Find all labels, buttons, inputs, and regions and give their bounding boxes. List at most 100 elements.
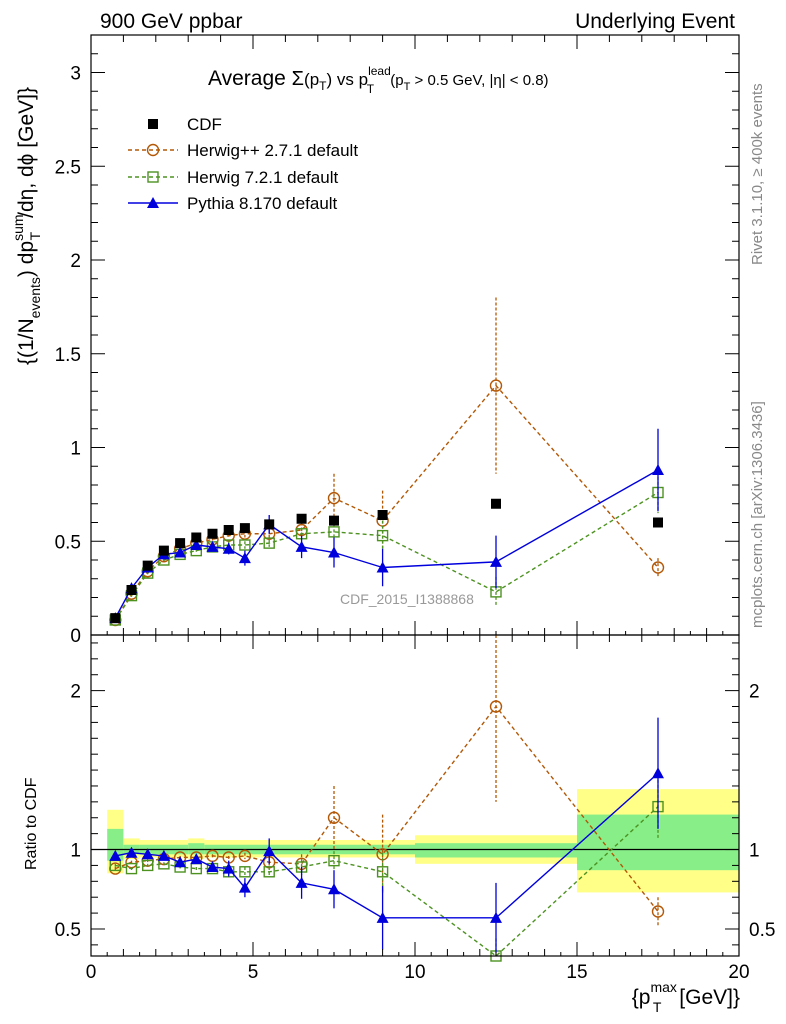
- ratio-point: [328, 883, 340, 895]
- ratio-panel: 0 5 10 15 200.5 0.51 12 2 Ratio to CDF: [23, 634, 775, 983]
- ratio-point: [295, 876, 308, 888]
- x-tick-label: 20: [728, 962, 749, 983]
- ratio-bands: [107, 789, 739, 893]
- series-0: [110, 498, 663, 624]
- x-tick-label: 5: [248, 962, 259, 983]
- ratio-point: [141, 859, 154, 872]
- data-point: [239, 539, 251, 551]
- data-point: [264, 519, 275, 530]
- ratio-point: [174, 856, 187, 868]
- ratio-point: [490, 911, 502, 923]
- data-point: [489, 379, 503, 392]
- rivet-label: Rivet 3.1.10, ≥ 400k events: [749, 83, 766, 265]
- ratio-band-green: [188, 843, 205, 855]
- header-left: 900 GeV ppbar: [100, 10, 242, 33]
- legend-label: Herwig 7.2.1 default: [187, 168, 338, 187]
- legend-label: Pythia 8.170 default: [187, 194, 338, 213]
- data-point: [296, 513, 307, 524]
- ratio-point: [109, 849, 122, 861]
- ratio-tick-label-right: 1: [749, 841, 760, 862]
- data-point: [490, 555, 502, 567]
- chart-title: Average Σ(pT) vs plead T (pT > 0.5 GeV, |…: [208, 64, 549, 96]
- ratio-point: [328, 854, 340, 867]
- series-1: [109, 297, 665, 627]
- x-tick-label: 10: [404, 962, 425, 983]
- data-point: [190, 539, 203, 550]
- x-tick-label: 0: [86, 962, 97, 983]
- data-point: [207, 528, 218, 539]
- main-ticks: 0 0.5 1 1.5 2 2.5 3: [55, 34, 740, 647]
- ratio-line: [115, 705, 659, 912]
- series-line: [114, 384, 659, 621]
- data-point: [295, 540, 308, 552]
- ratio-tick-label-right: 2: [749, 682, 760, 703]
- header-right: Underlying Event: [575, 10, 735, 33]
- ratio-point: [222, 862, 235, 874]
- data-point: [652, 464, 664, 475]
- legend-entry: Herwig 7.2.1 default: [128, 168, 338, 187]
- legend-marker: [148, 119, 158, 129]
- data-point: [239, 523, 250, 534]
- ratio-tick-label-left: 1: [70, 841, 81, 862]
- data-point: [126, 585, 137, 595]
- ratio-point: [206, 861, 219, 873]
- data-point: [206, 540, 219, 552]
- data-point: [377, 510, 388, 520]
- data-point: [263, 537, 275, 549]
- data-point: [223, 525, 234, 535]
- data-point: [491, 498, 501, 509]
- ratio-band-green: [415, 843, 577, 858]
- ratio-point: [125, 846, 138, 858]
- data-point: [328, 526, 340, 538]
- data-point: [174, 546, 187, 558]
- data-point: [653, 517, 663, 528]
- ratio-point: [263, 866, 275, 878]
- ratio-point: [651, 905, 665, 918]
- ratio-point: [652, 767, 664, 779]
- legend-entry: Herwig++ 2.7.1 default: [128, 141, 358, 160]
- ratio-point: [141, 848, 154, 860]
- x-axis-label: {pmax T [GeV]}: [632, 979, 740, 1015]
- ratio-point: [376, 866, 389, 878]
- data-point: [222, 542, 235, 554]
- data-point: [329, 515, 339, 526]
- ratio-point: [263, 845, 276, 857]
- legend-marker: [146, 143, 160, 157]
- legend-marker: [147, 197, 159, 208]
- data-point: [327, 491, 341, 505]
- y-tick-label: 0.5: [55, 532, 81, 553]
- ratio-point: [489, 700, 503, 713]
- watermark: CDF_2015_I1388868: [340, 591, 474, 607]
- y-tick-label: 1.5: [55, 345, 81, 366]
- data-point: [142, 560, 153, 571]
- legend-entry: Pythia 8.170 default: [128, 194, 338, 213]
- ratio-point: [239, 866, 251, 878]
- data-point: [158, 545, 169, 556]
- ratio-point: [376, 911, 389, 923]
- ratio-point: [238, 849, 252, 863]
- ratio-point: [157, 849, 170, 861]
- y-tick-label: 2.5: [55, 157, 81, 178]
- y-tick-label: 1: [70, 439, 81, 460]
- ratio-point: [125, 862, 138, 875]
- y-tick-label: 2: [70, 251, 81, 272]
- main-panel: 0 0.5 1 1.5 2 2.5 3 Average Σ(pT) vs plead T (p…: [10, 34, 740, 647]
- ratio-tick-label-right: 0.5: [749, 920, 775, 941]
- data-point: [191, 532, 202, 543]
- legend: CDF Herwig++ 2.7.1 default Herwig 7.2.1 de…: [128, 115, 358, 213]
- legend-label: Herwig++ 2.7.1 default: [187, 141, 358, 160]
- data-point: [651, 561, 665, 574]
- data-point: [175, 538, 186, 549]
- legend-label: CDF: [187, 115, 222, 134]
- ratio-y-label: Ratio to CDF: [23, 777, 40, 870]
- data-point: [328, 546, 340, 558]
- ratio-tick-label-left: 0.5: [55, 920, 81, 941]
- ratio-point: [238, 881, 251, 893]
- y-axis-label: {(1/Nevents) dpsumT/dη, dϕ [GeV]}: [10, 87, 43, 365]
- ratio-tick-label-left: 2: [70, 682, 81, 703]
- ratio-point: [190, 853, 203, 865]
- legend-marker: [147, 171, 159, 183]
- data-point: [376, 561, 389, 573]
- data-point: [238, 552, 251, 564]
